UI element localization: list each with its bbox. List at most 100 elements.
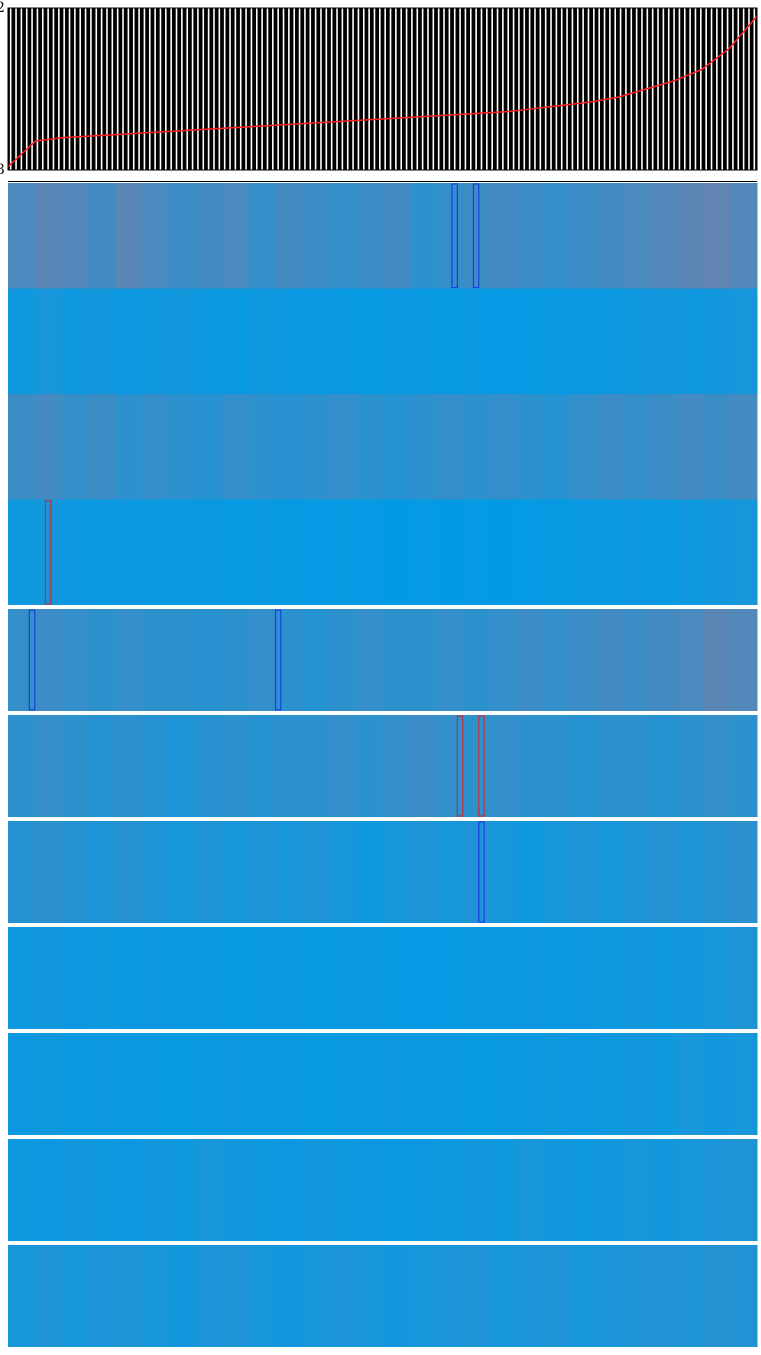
stripe — [409, 821, 437, 923]
stripe — [275, 288, 303, 394]
stripe — [703, 288, 731, 394]
stripe — [302, 715, 330, 817]
stripe — [650, 183, 678, 289]
stripe — [222, 499, 250, 605]
stripe — [61, 609, 89, 711]
stripe — [650, 1245, 678, 1347]
stripe — [302, 183, 330, 289]
y-tick-label: 3 — [0, 162, 5, 178]
stripe — [115, 394, 143, 500]
stripe — [88, 499, 116, 605]
stripe — [516, 288, 544, 394]
stripe — [275, 927, 303, 1029]
stripe — [596, 394, 624, 500]
stripe — [569, 715, 597, 817]
stripe — [489, 394, 517, 500]
stripe — [222, 288, 250, 394]
stripe — [730, 288, 758, 394]
stripe — [489, 1033, 517, 1135]
stripe — [34, 715, 62, 817]
stripe — [8, 288, 36, 394]
stripe — [676, 1033, 704, 1135]
stripe — [329, 821, 357, 923]
stripe — [676, 715, 704, 817]
stripe — [489, 499, 517, 605]
stripe — [730, 715, 758, 817]
stripe — [516, 1245, 544, 1347]
stripe — [222, 1033, 250, 1135]
stripe — [34, 183, 62, 289]
stripe — [543, 1245, 571, 1347]
stripe — [195, 499, 223, 605]
stripe — [168, 288, 196, 394]
highlight — [472, 183, 480, 289]
stripe — [302, 1033, 330, 1135]
stripe — [516, 499, 544, 605]
stripe — [355, 1033, 383, 1135]
stripe — [61, 927, 89, 1029]
stripe — [516, 927, 544, 1029]
stripe — [623, 394, 651, 500]
stripe — [436, 715, 464, 817]
stripe — [596, 715, 624, 817]
stripe — [115, 288, 143, 394]
stripe — [141, 1245, 169, 1347]
stripe — [409, 1139, 437, 1241]
highlight — [478, 821, 485, 923]
stripe — [34, 1033, 62, 1135]
highlight — [456, 715, 464, 817]
stripe — [329, 1139, 357, 1241]
stripe — [168, 394, 196, 500]
stripe — [382, 1245, 410, 1347]
stripe — [34, 499, 62, 605]
stripe — [275, 1245, 303, 1347]
stripe — [730, 499, 758, 605]
stripe — [248, 288, 276, 394]
stripe — [329, 927, 357, 1029]
stripe — [489, 715, 517, 817]
stripe — [248, 394, 276, 500]
stripe — [195, 1139, 223, 1241]
stripe — [730, 1245, 758, 1347]
highlight — [274, 609, 282, 711]
stripe — [462, 715, 490, 817]
stripe — [141, 821, 169, 923]
stripe — [141, 715, 169, 817]
stripe — [115, 183, 143, 289]
stripe — [703, 1033, 731, 1135]
stripe — [329, 715, 357, 817]
stripe — [569, 609, 597, 711]
stripe — [115, 715, 143, 817]
stripe — [115, 927, 143, 1029]
stripe — [650, 394, 678, 500]
panel-frame — [7, 7, 758, 171]
stripe — [8, 394, 36, 500]
stripe — [569, 1139, 597, 1241]
stripe — [703, 499, 731, 605]
stripe — [8, 499, 36, 605]
stripe — [222, 1245, 250, 1347]
stripe — [462, 1033, 490, 1135]
stripe — [650, 715, 678, 817]
stripe — [195, 1033, 223, 1135]
stripe — [88, 183, 116, 289]
stripe — [61, 288, 89, 394]
stripe — [222, 183, 250, 289]
stripe — [676, 394, 704, 500]
highlight — [28, 609, 36, 711]
stripe — [623, 1245, 651, 1347]
stripe — [329, 288, 357, 394]
stripe — [275, 394, 303, 500]
stripe — [355, 609, 383, 711]
stripe — [61, 821, 89, 923]
stripe — [543, 715, 571, 817]
stripe — [462, 821, 490, 923]
stripe — [141, 927, 169, 1029]
stripe — [730, 821, 758, 923]
stripe — [569, 288, 597, 394]
stripe — [355, 183, 383, 289]
stripe — [329, 1245, 357, 1347]
stripe — [650, 927, 678, 1029]
stripe — [222, 715, 250, 817]
